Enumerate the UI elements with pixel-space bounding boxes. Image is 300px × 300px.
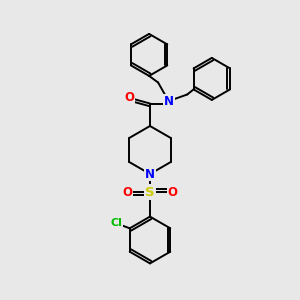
Text: O: O [122,185,132,199]
Text: O: O [168,185,178,199]
Text: N: N [145,167,155,181]
Text: Cl: Cl [110,218,122,228]
Text: S: S [145,185,155,199]
Text: N: N [164,94,174,108]
Text: O: O [124,91,134,104]
